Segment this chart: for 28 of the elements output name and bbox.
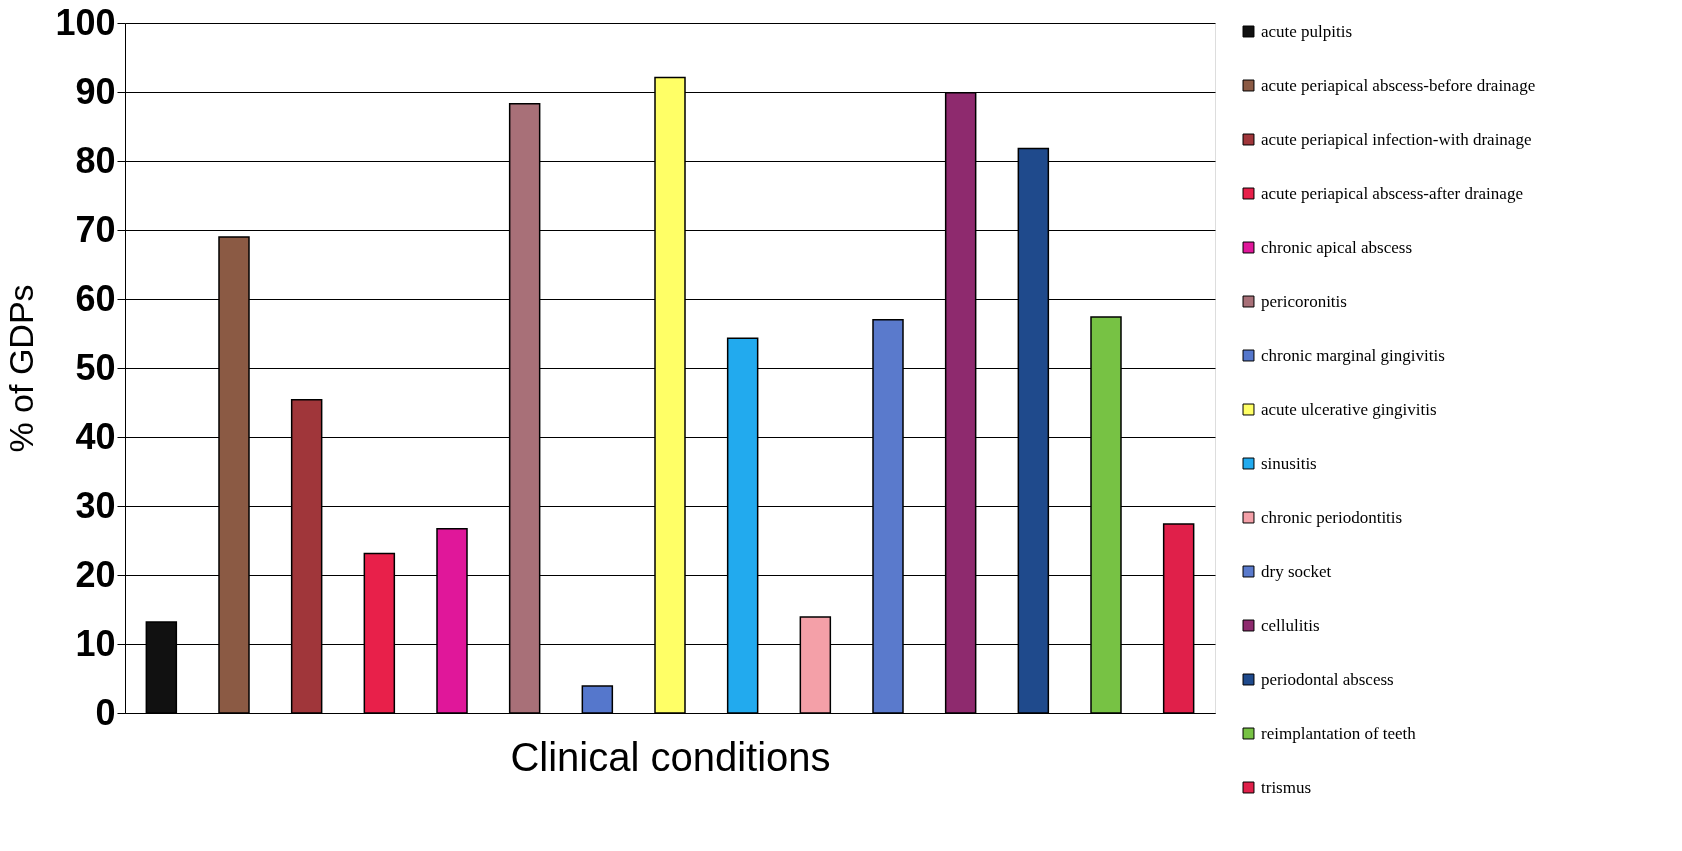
y-axis-title: % of GDPs <box>2 284 41 453</box>
x-axis-title: Clinical conditions <box>510 734 831 779</box>
y-tick-label: 30 <box>75 484 116 526</box>
legend-label: chronic apical abscess <box>1261 237 1413 257</box>
y-tick-label: 100 <box>55 1 116 43</box>
legend-label: acute periapical abscess-before drainage <box>1261 75 1536 95</box>
legend-label: acute ulcerative gingivitis <box>1261 399 1437 419</box>
legend-label: trismus <box>1261 777 1312 797</box>
legend-label: acute periapical abscess-after drainage <box>1261 183 1523 203</box>
legend-label: periodontal abscess <box>1261 669 1394 689</box>
legend-label: dry socket <box>1261 561 1332 581</box>
y-tick-label: 80 <box>75 139 116 181</box>
legend-label: cellulitis <box>1261 615 1320 635</box>
y-tick-label: 0 <box>95 691 116 733</box>
y-tick-label: 70 <box>75 208 116 250</box>
y-tick-label: 20 <box>75 553 116 595</box>
legend-label: acute pulpitis <box>1261 21 1353 41</box>
legend-label: sinusitis <box>1261 453 1317 473</box>
legend-label: reimplantation of teeth <box>1261 723 1417 743</box>
y-tick-label: 60 <box>75 277 116 319</box>
y-tick-label: 10 <box>75 622 116 664</box>
legend-label: chronic marginal gingivitis <box>1261 345 1445 365</box>
y-tick-label: 50 <box>75 346 116 388</box>
y-tick-label: 40 <box>75 415 116 457</box>
legend-label: pericoronitis <box>1261 291 1347 311</box>
y-tick-label: 90 <box>75 70 116 112</box>
legend-label: acute periapical infection-with drainage <box>1261 129 1532 149</box>
legend-label: chronic periodontitis <box>1261 507 1403 527</box>
